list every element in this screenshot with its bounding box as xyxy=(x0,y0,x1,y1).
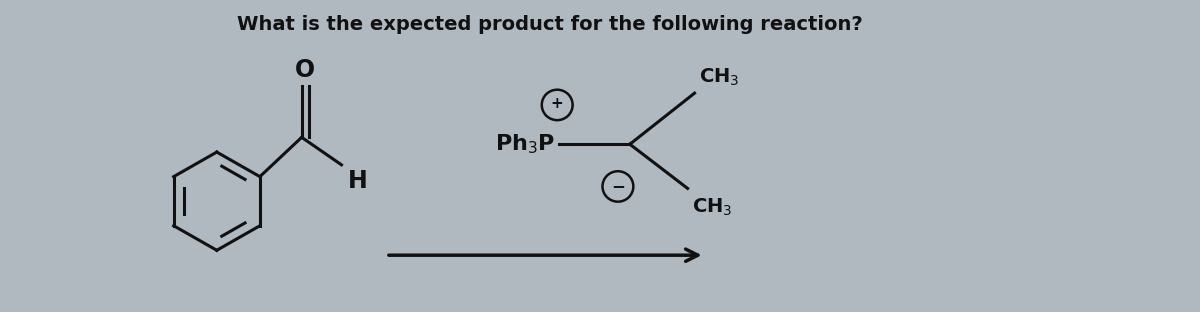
Text: −: − xyxy=(611,178,625,195)
Text: Ph$_3$P: Ph$_3$P xyxy=(494,132,556,156)
Text: What is the expected product for the following reaction?: What is the expected product for the fol… xyxy=(238,15,863,34)
Text: CH$_3$: CH$_3$ xyxy=(698,67,739,88)
Text: O: O xyxy=(295,58,314,82)
Text: +: + xyxy=(551,96,564,111)
Text: H: H xyxy=(348,169,367,193)
Text: CH$_3$: CH$_3$ xyxy=(691,196,732,217)
